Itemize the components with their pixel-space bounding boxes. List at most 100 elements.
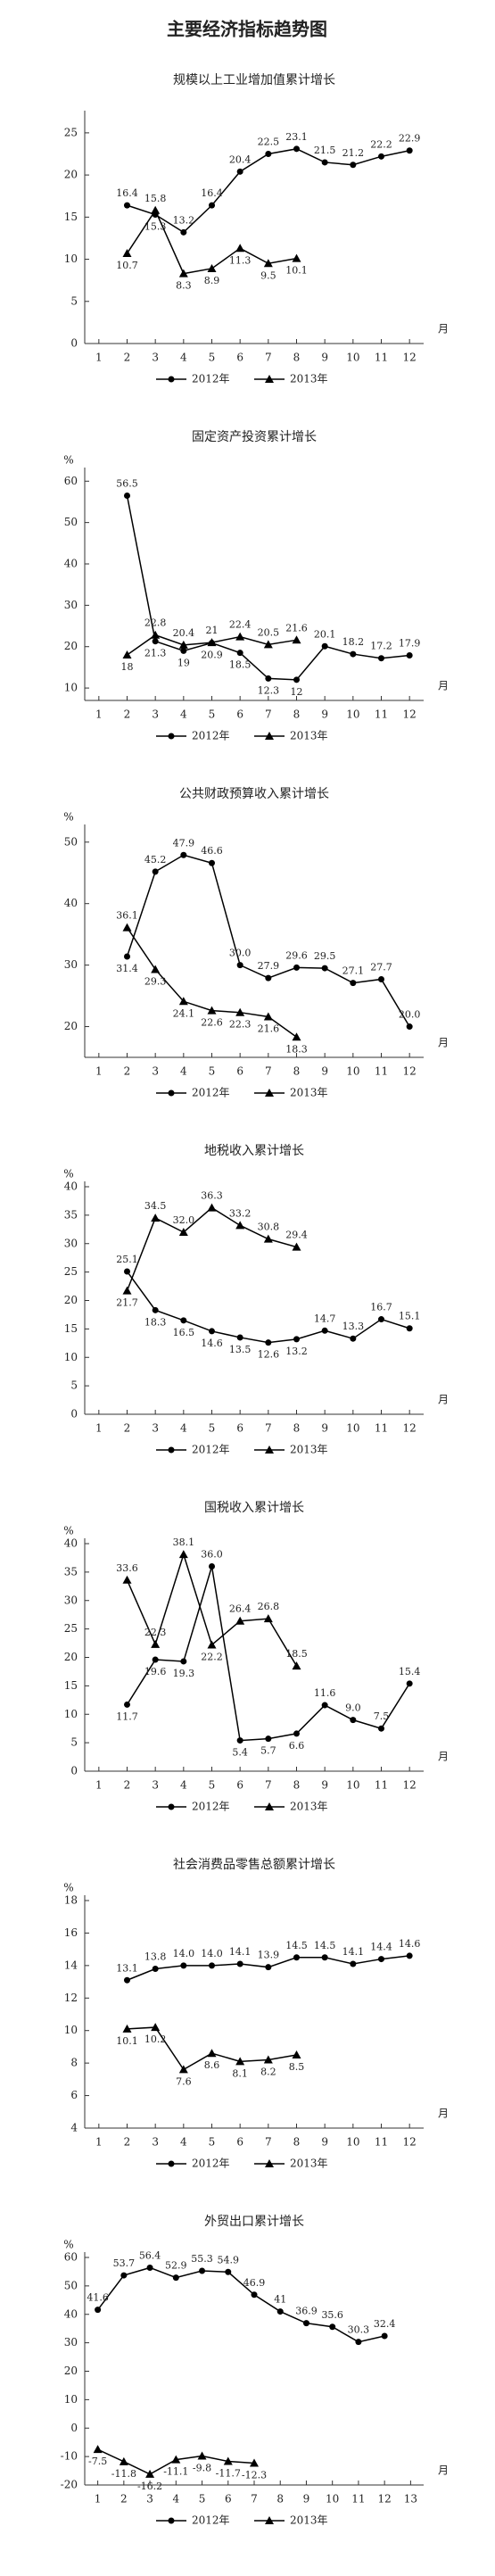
y-tick-label: 30 <box>64 958 78 971</box>
legend-label: 2012年 <box>192 1087 230 1099</box>
x-tick-label: 3 <box>146 2493 153 2506</box>
x-tick-label: 3 <box>152 708 159 721</box>
circle-marker <box>378 1725 384 1732</box>
y-tick-label: 5 <box>70 1379 78 1392</box>
data-label: 15.1 <box>399 1311 421 1322</box>
x-tick-label: 7 <box>251 2493 258 2506</box>
circle-marker <box>293 145 300 153</box>
x-tick-label: 8 <box>293 2136 301 2149</box>
data-label: 9.5 <box>260 269 276 281</box>
circle-marker <box>378 153 384 160</box>
y-tick-label: 15 <box>64 1322 78 1335</box>
y-tick-label: 40 <box>64 2307 78 2320</box>
y-tick-label: 50 <box>64 516 78 528</box>
x-tick-label: 5 <box>209 1065 216 1078</box>
data-label: 33.2 <box>229 1207 252 1219</box>
circle-marker <box>321 1327 328 1334</box>
triangle-marker <box>93 2445 103 2454</box>
x-tick-label: 8 <box>293 708 301 721</box>
x-tick-label: 6 <box>225 2493 232 2506</box>
x-tick-label: 6 <box>236 2136 243 2149</box>
y-tick-label: 5 <box>70 1736 78 1749</box>
x-tick-label: 9 <box>321 708 328 721</box>
triangle-marker <box>122 923 132 932</box>
x-tick-label: 7 <box>265 1422 272 1435</box>
data-label: 30.8 <box>258 1222 280 1233</box>
circle-marker <box>321 965 328 972</box>
data-label: 22.5 <box>258 137 280 148</box>
data-label: 22.9 <box>399 133 421 145</box>
data-label: 13.3 <box>342 1321 365 1332</box>
circle-marker <box>378 1956 384 1963</box>
triangle-marker <box>263 640 273 649</box>
circle-marker <box>406 1023 413 1031</box>
data-label: 56.5 <box>116 478 138 490</box>
data-label: 10.1 <box>116 2035 138 2047</box>
data-label: 13.8 <box>144 1951 167 1963</box>
x-tick-label: 2 <box>124 708 131 721</box>
y-unit: % <box>63 2239 73 2251</box>
data-label: 17.2 <box>370 641 392 652</box>
x-tick-label: 11 <box>375 1422 388 1435</box>
circle-marker <box>225 2268 232 2275</box>
triangle-marker <box>178 269 188 277</box>
circle-marker <box>168 1446 175 1454</box>
y-tick-label: 0 <box>70 337 78 350</box>
circle-marker <box>168 733 175 740</box>
data-label: 22.2 <box>370 138 392 150</box>
data-label: 19 <box>177 657 190 668</box>
data-label: 13.5 <box>229 1344 252 1355</box>
chart-title: 外贸出口累计增长 <box>204 2215 304 2229</box>
triangle-marker <box>223 2456 233 2465</box>
triangle-marker <box>207 263 217 272</box>
y-tick-label: 14 <box>64 1959 78 1971</box>
data-label: 20.1 <box>314 628 336 640</box>
data-label: 5.7 <box>260 1745 276 1757</box>
data-label: 29.5 <box>314 950 336 962</box>
x-tick-label: 10 <box>346 352 359 364</box>
data-label: 8.9 <box>204 275 220 286</box>
data-label: 46.6 <box>201 845 223 857</box>
circle-marker <box>152 638 159 645</box>
triangle-marker <box>207 1006 217 1015</box>
x-tick-label: 8 <box>293 1779 301 1792</box>
y-tick-label: 6 <box>70 2089 78 2101</box>
data-label: 36.9 <box>295 2306 318 2317</box>
circle-marker <box>124 1701 130 1708</box>
circle-marker <box>265 151 272 157</box>
data-label: 53.7 <box>113 2257 136 2269</box>
circle-marker <box>124 953 130 960</box>
x-tick-label: 2 <box>124 1065 131 1078</box>
circle-marker <box>209 1328 215 1335</box>
triangle-marker <box>207 2049 217 2058</box>
series-line <box>126 1566 410 1742</box>
y-tick-label: 10 <box>64 253 78 265</box>
data-label: 12.3 <box>258 684 280 696</box>
circle-marker <box>406 1952 413 1959</box>
y-tick-label: 12 <box>64 1992 78 2004</box>
x-tick-label: 3 <box>152 1779 159 1792</box>
data-label: 21.3 <box>144 648 167 659</box>
series-line <box>97 2266 385 2343</box>
data-label: 9.0 <box>345 1702 361 1714</box>
circle-marker <box>124 202 130 209</box>
data-label: -11.8 <box>111 2468 136 2480</box>
triangle-marker <box>265 2159 274 2167</box>
circle-marker <box>209 202 215 209</box>
x-tick-label: 12 <box>403 1065 417 1078</box>
x-tick-label: 4 <box>172 2493 179 2506</box>
circle-marker <box>251 2291 258 2299</box>
triangle-marker <box>178 1550 188 1559</box>
x-tick-label: 11 <box>375 1065 388 1078</box>
triangle-marker <box>151 965 161 973</box>
triangle-marker <box>122 1286 132 1295</box>
x-tick-label: 1 <box>95 1422 103 1435</box>
data-label: 16.5 <box>173 1327 195 1338</box>
x-tick-label: 11 <box>375 2136 388 2149</box>
x-tick-label: 7 <box>265 2136 272 2149</box>
data-label: 12 <box>291 686 303 698</box>
x-tick-label: 4 <box>180 1422 187 1435</box>
circle-marker <box>180 1962 187 1969</box>
x-tick-label: 11 <box>375 1779 388 1792</box>
x-tick-label: 2 <box>124 352 131 364</box>
